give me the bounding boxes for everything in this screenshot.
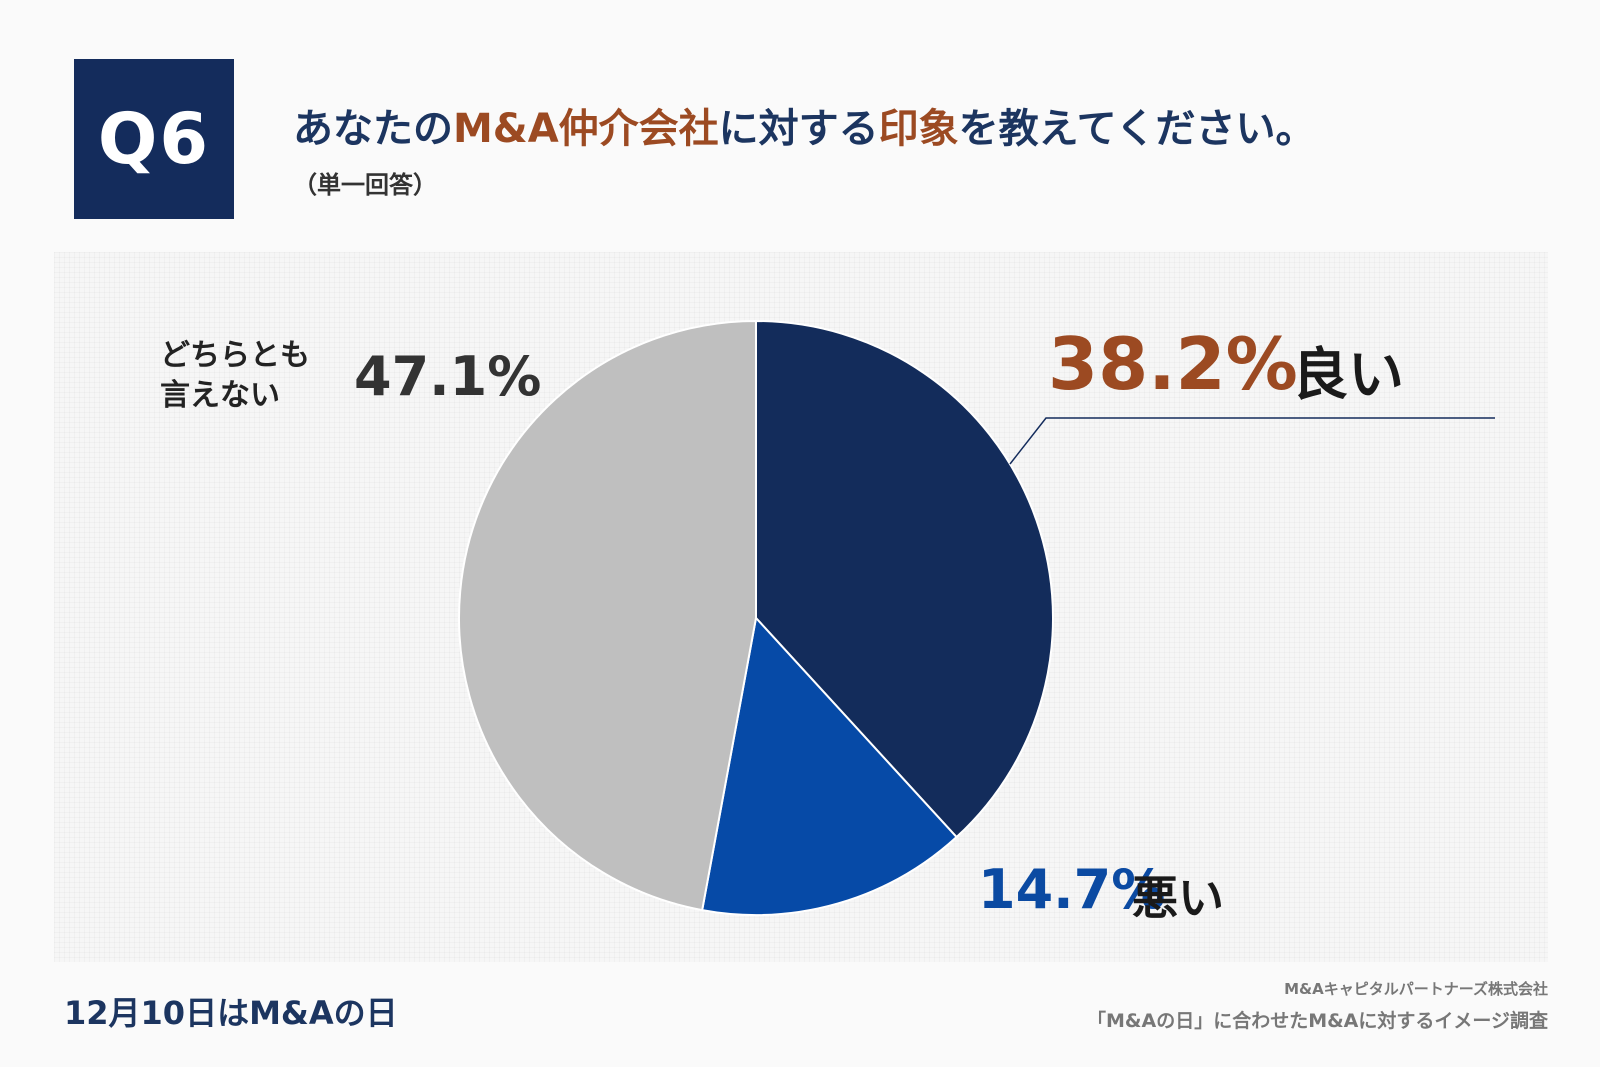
good-percent: 38.2% bbox=[1048, 322, 1298, 406]
answer-type-note: （単一回答） bbox=[293, 171, 437, 199]
neutral-percent: 47.1% bbox=[354, 345, 542, 408]
question-number-badge: Q6 bbox=[74, 59, 234, 219]
pie-slice-1 bbox=[701, 615, 958, 916]
footer-tagline: 12月10日はM&Aの日 bbox=[64, 994, 398, 1032]
pie-slice-0 bbox=[755, 319, 1054, 839]
bad-percent: 14.7% bbox=[978, 858, 1166, 921]
question-text-3: を教えてください。 bbox=[958, 106, 1316, 152]
bad-label: 悪い bbox=[1132, 871, 1224, 925]
footer-survey-title: 「M&Aの日」に合わせたM&Aに対するイメージ調査 bbox=[1087, 1010, 1548, 1032]
good-label: 良い bbox=[1292, 343, 1404, 408]
good-leader-line bbox=[1009, 417, 1495, 465]
pie-slice-2 bbox=[458, 319, 757, 912]
question-text-1: あなたの bbox=[293, 106, 453, 152]
neutral-label: どちらとも言えない bbox=[160, 338, 310, 413]
question-highlight-1: M&A仲介会社 bbox=[453, 106, 719, 152]
footer-company: M&Aキャピタルパートナーズ株式会社 bbox=[1284, 980, 1548, 998]
question-title: あなたのM&A仲介会社に対する印象を教えてください。 bbox=[293, 96, 1315, 154]
question-highlight-2: 印象 bbox=[878, 106, 959, 152]
question-text-2: に対する bbox=[718, 106, 879, 152]
